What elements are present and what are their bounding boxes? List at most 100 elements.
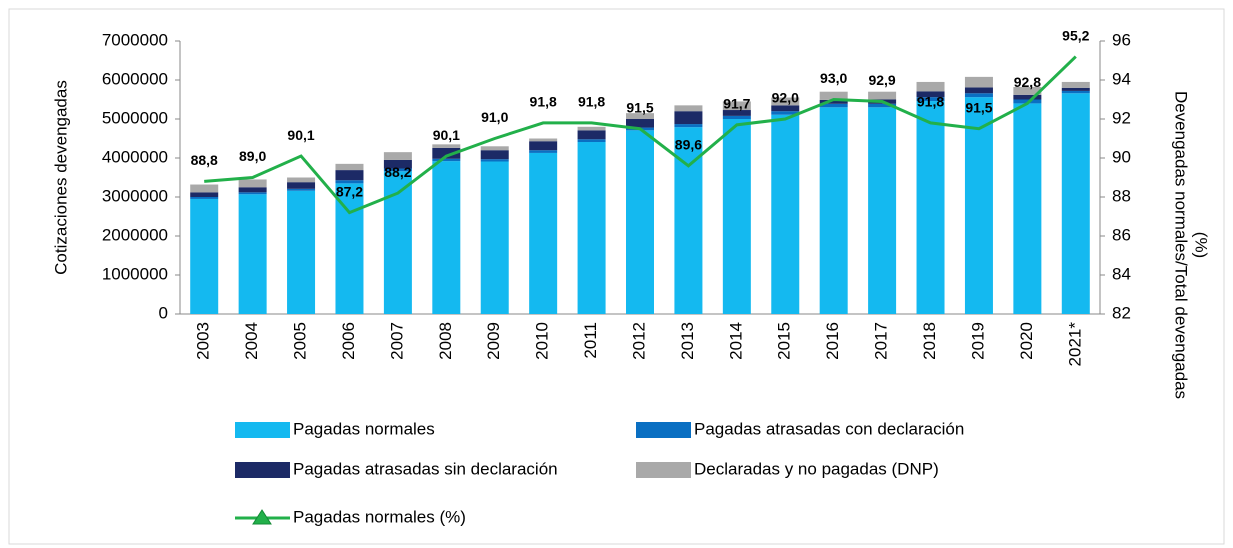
bar-segment	[190, 184, 219, 193]
bar-segment	[480, 159, 509, 162]
x-tick-label: 2010	[533, 322, 552, 360]
value-label: 89,6	[675, 137, 702, 153]
legend-marker	[252, 509, 272, 525]
bar-segment	[626, 119, 654, 128]
value-label: 89,0	[239, 148, 266, 164]
bar-segment	[868, 107, 897, 314]
bar-segment	[432, 147, 461, 159]
x-tick-label: 2007	[387, 322, 406, 360]
bar-segment	[238, 179, 267, 188]
bar-segment	[432, 144, 461, 148]
x-tick-label: 2006	[339, 322, 358, 360]
bar-segment	[432, 158, 461, 162]
x-tick-label: 2019	[968, 322, 987, 360]
bar-segment	[577, 139, 606, 143]
bar-segment	[964, 97, 993, 314]
bar-segment	[819, 91, 848, 100]
y2-axis-label: (%)	[1192, 232, 1211, 258]
x-tick-label: 2012	[629, 322, 648, 360]
bar-segment	[335, 183, 364, 314]
bar-segment	[190, 197, 219, 199]
legend-label: Declaradas y no pagadas (DNP)	[694, 459, 939, 478]
value-label: 95,2	[1062, 27, 1089, 43]
bar-segment	[916, 97, 945, 102]
line-series	[204, 55, 1077, 215]
bar-segment	[480, 150, 509, 160]
bar-segment	[1013, 87, 1042, 95]
bar-segment	[722, 119, 751, 314]
bar-segment	[674, 124, 703, 128]
legend-label: Pagadas normales	[293, 419, 435, 438]
bar-segment	[674, 105, 703, 112]
bar-segment	[1061, 81, 1090, 88]
value-label: 88,2	[384, 164, 411, 180]
bar-segment	[916, 101, 945, 314]
bar-segment	[287, 182, 316, 189]
value-label: 90,1	[287, 127, 314, 143]
legend-swatch	[235, 462, 290, 478]
bar-segment	[287, 190, 316, 314]
bar-segment	[626, 113, 654, 119]
legend-label: Pagadas atrasadas sin declaración	[293, 459, 558, 478]
y-tick-label: 3000000	[102, 186, 168, 205]
bar-segment	[819, 103, 848, 108]
x-tick-label: 2017	[872, 322, 891, 360]
bar-segment	[577, 142, 606, 314]
x-tick-label: 2020	[1017, 322, 1036, 360]
x-tick-label: 2021*	[1065, 322, 1084, 367]
y2-tick-label: 96	[1112, 30, 1131, 49]
bar-segment	[868, 103, 897, 108]
bar-segment	[722, 110, 751, 116]
bar-segment	[771, 97, 800, 106]
x-tick-label: 2018	[920, 322, 939, 360]
bar-segment	[190, 198, 219, 314]
bar-segment	[1061, 87, 1090, 91]
bar-segment	[190, 192, 219, 197]
value-label: 92,8	[1014, 74, 1041, 90]
y2-tick-label: 92	[1112, 108, 1131, 127]
value-label: 91,0	[481, 109, 508, 125]
x-tick-label: 2003	[194, 322, 213, 360]
x-tick-label: 2014	[726, 322, 745, 360]
y-tick-label: 0	[159, 303, 168, 322]
value-label: 90,1	[433, 127, 460, 143]
bar-segment	[1013, 103, 1042, 315]
value-label: 92,0	[772, 90, 799, 106]
bar-segment	[964, 76, 993, 88]
y-tick-label: 4000000	[102, 147, 168, 166]
x-tick-label: 2013	[678, 322, 697, 360]
y-tick-label: 2000000	[102, 225, 168, 244]
bar-segment	[335, 170, 364, 181]
bar-segment	[771, 111, 800, 115]
bar-segment	[771, 105, 800, 112]
bar-segment	[577, 126, 606, 131]
value-label: 87,2	[336, 183, 363, 199]
bar-segment	[674, 127, 703, 314]
value-label: 91,7	[723, 96, 750, 112]
x-tick-label: 2011	[581, 322, 600, 359]
bar-segment	[771, 114, 800, 315]
x-tick-label: 2008	[436, 322, 455, 360]
bar-segment	[964, 87, 993, 94]
chart-border	[8, 8, 1225, 545]
bar-segment	[964, 93, 993, 98]
value-label: 88,8	[191, 152, 218, 168]
value-label: 91,5	[626, 99, 653, 115]
bar-segment	[916, 81, 945, 92]
value-label: 91,8	[917, 94, 944, 110]
y-axis-label: Cotizaciones devengadas	[51, 80, 70, 275]
bar-segment	[868, 91, 897, 100]
bar-segment	[722, 115, 751, 119]
bar-segment	[1061, 90, 1090, 94]
x-tick-label: 2009	[484, 322, 503, 360]
y-tick-label: 6000000	[102, 69, 168, 88]
x-tick-label: 2016	[823, 322, 842, 360]
y2-tick-label: 90	[1112, 147, 1131, 166]
x-tick-label: 2015	[775, 322, 794, 360]
value-label: 93,0	[820, 70, 847, 86]
legend-swatch	[636, 462, 691, 478]
bar-segment	[722, 101, 751, 111]
y-tick-label: 5000000	[102, 108, 168, 127]
x-tick-label: 2005	[291, 322, 310, 360]
